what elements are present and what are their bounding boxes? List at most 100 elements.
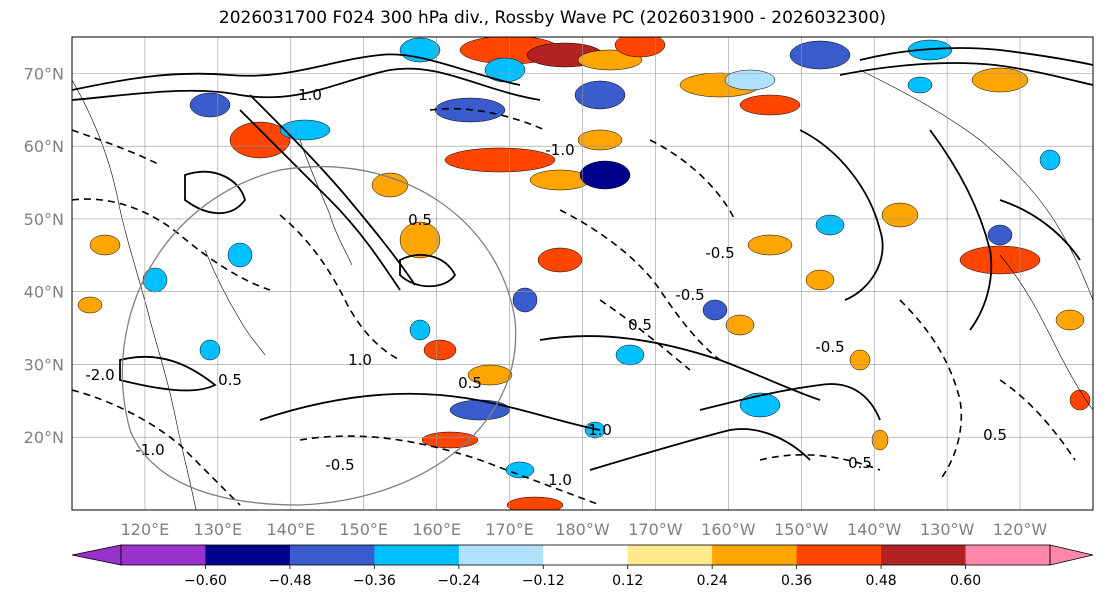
coast-alaska xyxy=(859,69,1093,301)
colorbar-extend-low xyxy=(71,544,122,566)
lat-tick-label: 20°N xyxy=(24,428,64,447)
colorbar-tick-label: 0.60 xyxy=(950,573,981,589)
colorbar-tick-label: −0.48 xyxy=(268,573,311,589)
positive-contour xyxy=(72,53,521,91)
positive-contour xyxy=(799,129,884,301)
lon-tick-label: 180°W xyxy=(555,520,610,539)
contour-label: 1.0 xyxy=(548,471,572,489)
divergence-blob xyxy=(849,349,871,371)
divergence-blob xyxy=(971,67,1029,93)
positive-contour xyxy=(259,392,601,431)
rossby-wave-contours xyxy=(72,47,1093,506)
divergence-blob xyxy=(512,287,538,313)
divergence-blob xyxy=(907,76,933,94)
negative-contour xyxy=(299,435,601,506)
positive-contour xyxy=(859,47,1093,66)
positive-contour xyxy=(119,356,217,392)
negative-contour xyxy=(999,379,1076,461)
colorbar-segment xyxy=(796,545,882,565)
positive-contour xyxy=(539,335,821,401)
coast-japan xyxy=(204,249,266,356)
lat-tick-label: 40°N xyxy=(24,283,64,302)
colorbar xyxy=(71,544,1094,566)
divergence-blob xyxy=(805,269,835,291)
lon-tick-label: 120°E xyxy=(121,520,170,539)
contour-label: -0.5 xyxy=(675,286,704,304)
divergence-blob xyxy=(423,339,457,361)
divergence-blob xyxy=(505,461,535,479)
gridlines xyxy=(72,37,1093,510)
lon-tick-label: 160°E xyxy=(412,520,461,539)
lon-tick-label: 120°W xyxy=(993,520,1048,539)
divergence-blob xyxy=(987,224,1013,246)
divergence-blob xyxy=(815,214,845,236)
positive-contour xyxy=(72,67,541,101)
lat-tick-label: 60°N xyxy=(24,137,64,156)
divergence-blob xyxy=(614,37,666,58)
divergence-blob xyxy=(871,429,889,451)
lat-tick-label: 50°N xyxy=(24,210,64,229)
divergence-blob xyxy=(199,339,221,361)
positive-contour xyxy=(589,428,811,471)
divergence-blob xyxy=(77,296,103,314)
divergence-blob xyxy=(279,119,331,141)
colorbar-segment xyxy=(712,545,798,565)
negative-contour xyxy=(559,209,721,361)
colorbar-segment xyxy=(627,545,713,565)
contour-labels: -1.0 0.5 0.5 1.0 0.5 0.5 -0.5 -0.5 -0.5 -1.0 -0.5 1… xyxy=(85,86,1007,489)
divergence-blob xyxy=(142,267,168,293)
lon-tick-labels: 120°E 130°E 140°E 150°E 160°E 170°E 180°W 170°W… xyxy=(121,520,1048,539)
divergence-blob xyxy=(747,234,793,256)
colorbar-segment xyxy=(205,545,291,565)
negative-contour xyxy=(72,129,161,166)
positive-contour xyxy=(999,199,1081,261)
contour-label: -1.0 xyxy=(545,141,574,159)
coast-asia xyxy=(72,79,197,510)
positive-contour xyxy=(239,109,401,291)
positive-contour xyxy=(399,254,457,288)
coast-america xyxy=(999,254,1093,411)
colorbar-segment xyxy=(121,545,206,565)
lon-tick-label: 130°E xyxy=(194,520,243,539)
colorbar-tick-label: 0.24 xyxy=(697,573,728,589)
coastlines xyxy=(72,69,1093,510)
divergence-blob xyxy=(789,40,851,70)
divergence-blob xyxy=(739,392,781,418)
colorbar-tick-label: −0.60 xyxy=(184,573,227,589)
colorbar-segment xyxy=(881,545,967,565)
contour-label: 0.5 xyxy=(218,371,242,389)
positive-contour xyxy=(839,62,1093,86)
contour-label: -1.0 xyxy=(135,441,164,459)
divergence-blob xyxy=(537,247,583,273)
positive-contour xyxy=(249,94,416,286)
divergence-blob xyxy=(615,344,645,366)
divergence-blob xyxy=(724,69,776,91)
divergence-blob xyxy=(189,92,231,118)
colorbar-segment xyxy=(965,545,1051,565)
divergence-blob xyxy=(579,160,631,190)
colorbar-tick-label: −0.12 xyxy=(522,573,565,589)
lon-tick-label: 170°W xyxy=(628,520,683,539)
positive-contour xyxy=(184,170,246,215)
colorbar-segment xyxy=(543,545,629,565)
divergence-blob xyxy=(584,421,606,439)
contour-label: 0.5 xyxy=(628,316,652,334)
divergence-blob xyxy=(1039,149,1061,171)
divergence-blob xyxy=(959,245,1041,275)
negative-contour xyxy=(429,107,546,131)
divergence-blob xyxy=(506,496,564,510)
colorbar-segment xyxy=(458,545,544,565)
contour-label: -0.5 xyxy=(325,456,354,474)
lon-tick-label: 140°W xyxy=(847,520,902,539)
coast-kamchatka xyxy=(299,139,353,266)
divergence-blob xyxy=(229,121,291,159)
lat-tick-label: 30°N xyxy=(24,355,64,374)
map-frame xyxy=(71,36,1094,511)
lon-tick-label: 160°W xyxy=(701,520,756,539)
divergence-shading xyxy=(77,37,1091,510)
divergence-blob xyxy=(574,80,626,110)
divergence-blob xyxy=(227,242,253,268)
lat-tick-label: 70°N xyxy=(24,64,64,83)
lon-tick-label: 170°E xyxy=(485,520,534,539)
lon-tick-label: 130°W xyxy=(920,520,975,539)
